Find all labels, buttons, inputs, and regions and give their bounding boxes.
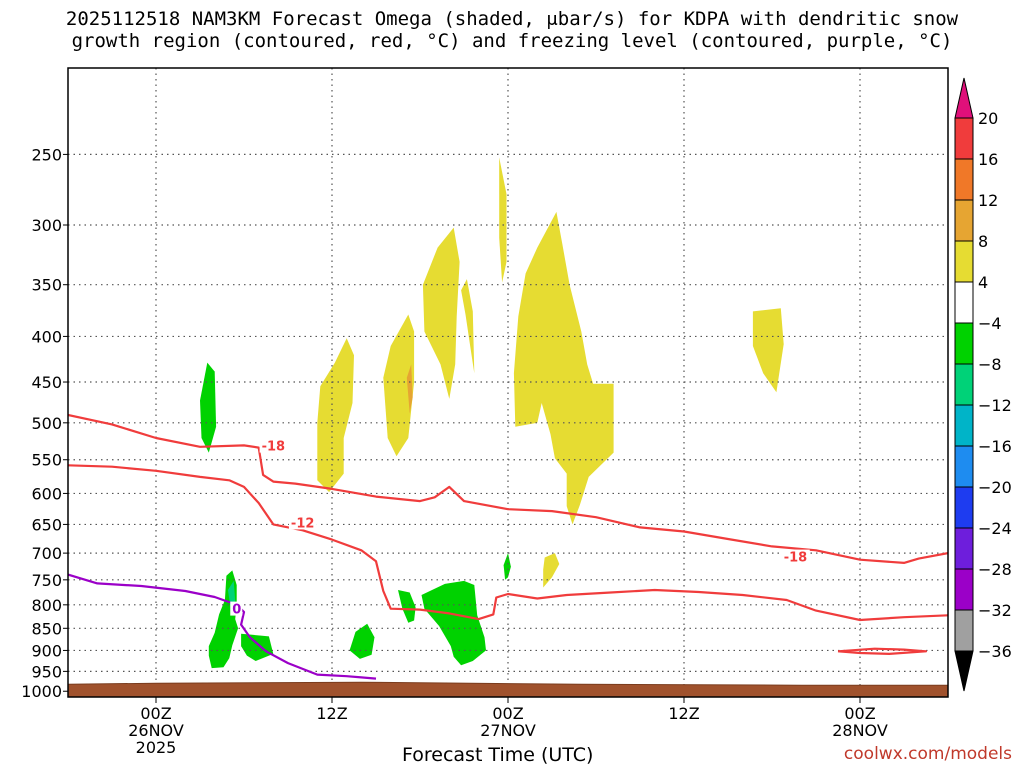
- y-tick-label: 350: [31, 276, 62, 295]
- contour-label-dgz-inner: -18: [784, 551, 808, 566]
- x-axis-title: Forecast Time (UTC): [402, 744, 594, 766]
- contour-label-bg: [288, 515, 317, 530]
- y-tick-label: 500: [31, 414, 62, 433]
- y-tick-label: 800: [31, 596, 62, 615]
- y-tick-label: 850: [31, 619, 62, 638]
- y-tick-label: 700: [31, 544, 62, 563]
- omega-region-0-7: [752, 308, 784, 393]
- omega-region-2-3: [349, 623, 375, 659]
- colorbar-label: 8: [978, 232, 988, 251]
- omega-region-1-0: [406, 364, 413, 414]
- omega-region-0-1: [383, 314, 415, 457]
- chart-title-line-1: 2025112518 NAM3KM Forecast Omega (shaded…: [65, 8, 959, 30]
- omega-region-0-0: [317, 338, 354, 493]
- y-tick-label: 400: [31, 327, 62, 346]
- colorbar-swatch: [954, 117, 974, 160]
- x-tick-label: 12Z: [316, 704, 347, 723]
- contour-label-bg: [230, 601, 243, 616]
- colorbar-label: −12: [978, 396, 1012, 415]
- x-tick-label: 27NOV: [480, 721, 536, 740]
- omega-region-2-2: [241, 633, 274, 661]
- omega-region-2-5: [421, 580, 486, 666]
- omega-region-2-6: [503, 553, 511, 580]
- colorbar-label: −24: [978, 519, 1012, 538]
- colorbar-label: 4: [978, 273, 988, 292]
- omega-region-0-5: [513, 211, 614, 525]
- x-tick-label: 00Z: [140, 704, 171, 723]
- colorbar-swatch: [954, 568, 974, 611]
- colorbar-label: −4: [978, 314, 1002, 333]
- y-tick-label: 300: [31, 216, 62, 235]
- contour-dgz-upper: [68, 413, 948, 565]
- colorbar-label: 20: [978, 109, 998, 128]
- x-tick-label: 26NOV: [128, 721, 184, 740]
- colorbar-label: −36: [978, 642, 1012, 661]
- contour-label-bg: [781, 549, 810, 564]
- omega-region-0-4: [499, 157, 507, 283]
- x-tick-label: 2025: [136, 738, 177, 757]
- y-axis: 250 300 350 400 450 500 550 600 650 700 750 800 850 9…: [21, 145, 68, 701]
- colorbar-label: −8: [978, 355, 1002, 374]
- omega-region-0-3: [461, 279, 475, 374]
- colorbar: 20 16 12 8 4 −4 −8 −12 −16 −20 −24 −28 −32 −36: [954, 77, 1012, 692]
- y-tick-label: 650: [31, 515, 62, 534]
- contour-label-freezing-level: 0: [232, 603, 241, 618]
- x-tick-label: 00Z: [492, 704, 523, 723]
- terrain-fill: [68, 681, 948, 697]
- x-tick-label: 28NOV: [832, 721, 888, 740]
- omega-region-0-6: [543, 553, 560, 588]
- colorbar-swatch: [954, 281, 974, 324]
- gridlines: [68, 68, 948, 697]
- y-tick-label: 750: [31, 571, 62, 590]
- colorbar-swatch: [954, 609, 974, 652]
- omega-region-2-0: [200, 362, 217, 453]
- colorbar-label: −20: [978, 478, 1012, 497]
- colorbar-swatch: [954, 240, 974, 283]
- y-tick-label: 950: [31, 662, 62, 681]
- chart-title-line-2: growth region (contoured, red, °C) and f…: [71, 30, 953, 52]
- x-tick-label: 12Z: [668, 704, 699, 723]
- colorbar-swatch: [954, 445, 974, 488]
- contour-layer: [68, 413, 948, 680]
- contour-dgz-lower: [68, 464, 948, 622]
- omega-region-2-4: [398, 590, 416, 623]
- y-tick-label: 550: [31, 451, 62, 470]
- colorbar-label: 12: [978, 191, 998, 210]
- y-tick-label: 600: [31, 484, 62, 503]
- colorbar-label: −32: [978, 601, 1012, 620]
- omega-shading-layer: [200, 157, 784, 669]
- y-tick-label: 450: [31, 373, 62, 392]
- y-tick-label: 1000: [21, 682, 62, 701]
- contour-labels: -18 -12 -18 0: [230, 438, 810, 618]
- colorbar-swatch: [954, 527, 974, 570]
- contour-freezing-level: [68, 573, 377, 680]
- y-tick-label: 900: [31, 641, 62, 660]
- omega-region-0-2: [422, 227, 460, 399]
- contour-label-bg: [259, 438, 288, 453]
- colorbar-swatch: [954, 363, 974, 406]
- colorbar-swatch: [954, 404, 974, 447]
- colorbar-swatch: [954, 199, 974, 242]
- contour-label-dgz-upper: -18: [262, 440, 286, 455]
- colorbar-swatch: [954, 322, 974, 365]
- colorbar-swatch: [954, 158, 974, 201]
- y-tick-label: 250: [31, 145, 62, 164]
- contour-dgz-inner: [837, 647, 928, 656]
- colorbar-label: 16: [978, 150, 998, 169]
- colorbar-arrow-bottom: [954, 650, 974, 692]
- x-tick-label: 00Z: [844, 704, 875, 723]
- colorbar-swatch: [954, 486, 974, 529]
- contour-label-dgz-lower: -12: [291, 516, 315, 531]
- terrain-layer: [68, 681, 948, 697]
- colorbar-label: −28: [978, 560, 1012, 579]
- colorbar-label: −16: [978, 437, 1012, 456]
- source-credit[interactable]: coolwx.com/models: [843, 744, 1012, 764]
- colorbar-arrow-top: [954, 77, 974, 119]
